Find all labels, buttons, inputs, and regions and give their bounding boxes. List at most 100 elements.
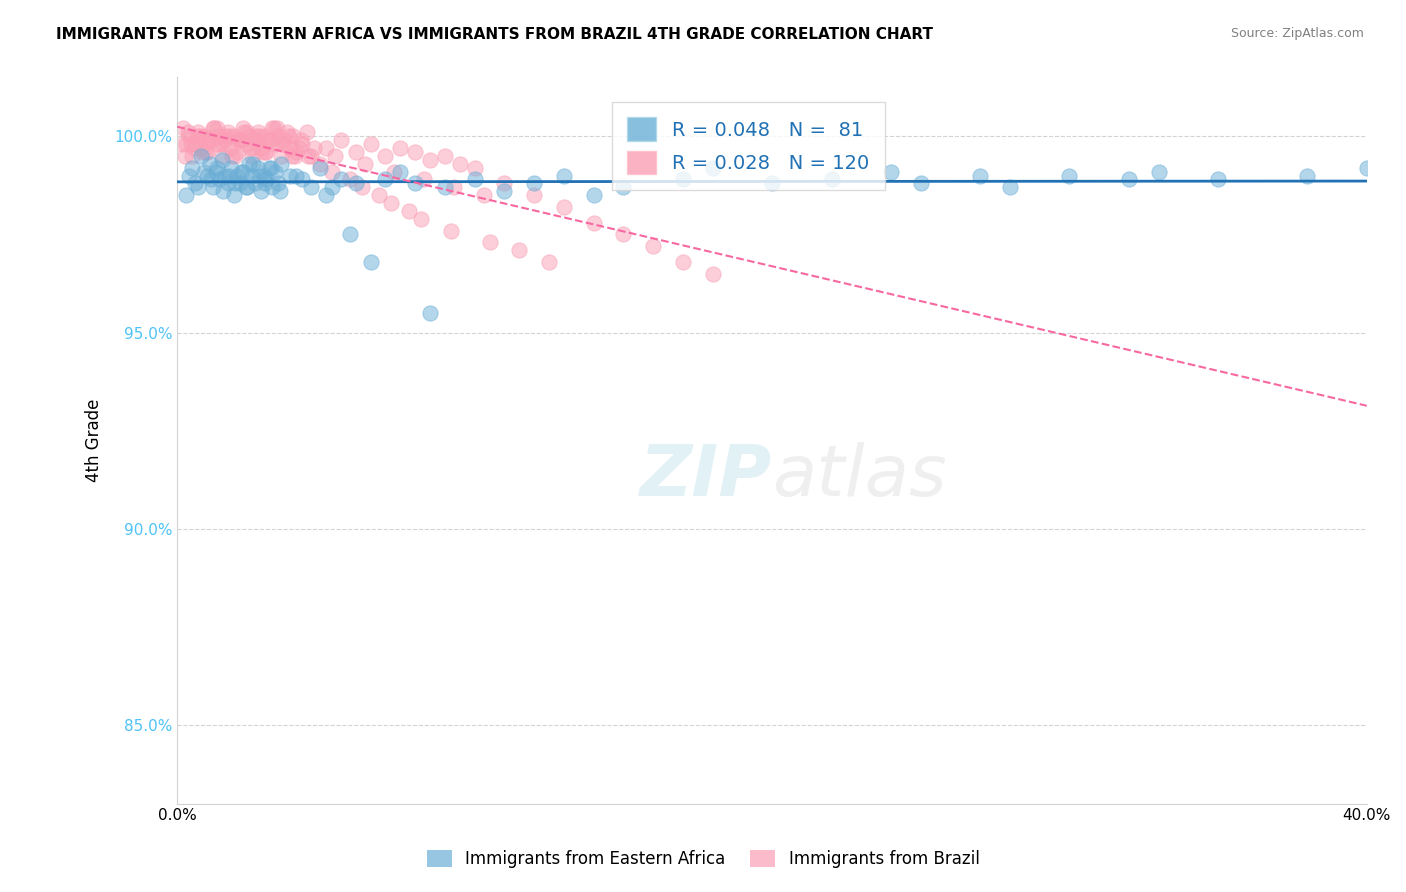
Point [344, 177, 367, 191]
Point [214, 133, 236, 147]
Point [201, 121, 224, 136]
Point [236, 125, 259, 139]
Point [1296, 169, 1319, 183]
Point [285, 145, 308, 159]
Point [173, 149, 195, 163]
Point [242, 141, 264, 155]
Point [309, 157, 332, 171]
Point [273, 133, 295, 147]
Point [260, 161, 283, 175]
Point [269, 184, 291, 198]
Point [433, 149, 456, 163]
Point [246, 161, 269, 175]
Point [291, 172, 314, 186]
Point [194, 145, 217, 159]
Point [235, 137, 257, 152]
Point [250, 145, 273, 159]
Point [219, 161, 242, 175]
Point [271, 137, 294, 152]
Point [820, 172, 842, 186]
Point [278, 169, 301, 183]
Point [243, 133, 266, 147]
Point [236, 180, 259, 194]
Point [232, 164, 254, 178]
Point [208, 172, 231, 186]
Point [193, 129, 215, 144]
Point [222, 129, 245, 144]
Point [256, 172, 278, 186]
Point [225, 145, 247, 159]
Point [172, 121, 194, 136]
Point [198, 157, 221, 171]
Point [224, 149, 246, 163]
Point [910, 177, 932, 191]
Point [537, 255, 560, 269]
Point [253, 145, 276, 159]
Point [672, 255, 695, 269]
Point [249, 184, 271, 198]
Point [226, 133, 249, 147]
Point [267, 177, 290, 191]
Point [239, 141, 262, 155]
Point [201, 180, 224, 194]
Point [240, 169, 263, 183]
Point [222, 188, 245, 202]
Point [309, 161, 332, 175]
Point [249, 141, 271, 155]
Point [229, 133, 252, 147]
Point [256, 145, 278, 159]
Point [612, 227, 634, 242]
Point [186, 129, 208, 144]
Point [262, 180, 284, 194]
Point [225, 169, 247, 183]
Point [339, 227, 361, 242]
Point [187, 125, 209, 139]
Point [464, 161, 486, 175]
Point [380, 196, 402, 211]
Point [413, 172, 436, 186]
Point [195, 169, 218, 183]
Point [187, 180, 209, 194]
Point [260, 133, 283, 147]
Point [508, 243, 530, 257]
Point [643, 239, 665, 253]
Point [582, 216, 605, 230]
Point [170, 137, 193, 152]
Point [224, 177, 246, 191]
Point [217, 125, 239, 139]
Point [246, 125, 269, 139]
Point [205, 164, 228, 178]
Point [290, 133, 312, 147]
Point [360, 137, 382, 152]
Legend: R = 0.048   N =  81, R = 0.028   N = 120: R = 0.048 N = 81, R = 0.028 N = 120 [612, 102, 884, 190]
Point [344, 145, 367, 159]
Point [449, 157, 471, 171]
Point [212, 137, 235, 152]
Point [217, 177, 239, 191]
Point [232, 121, 254, 136]
Point [188, 129, 211, 144]
Point [295, 125, 318, 139]
Point [179, 129, 201, 144]
Point [214, 169, 236, 183]
Point [374, 172, 396, 186]
Point [238, 129, 260, 144]
Point [200, 172, 222, 186]
Point [523, 188, 546, 202]
Point [195, 145, 218, 159]
Point [998, 180, 1021, 194]
Point [276, 125, 298, 139]
Point [179, 169, 201, 183]
Point [266, 121, 288, 136]
Point [302, 141, 325, 155]
Point [264, 137, 287, 152]
Point [174, 137, 197, 152]
Point [180, 137, 202, 152]
Point [1118, 172, 1140, 186]
Point [299, 149, 322, 163]
Point [761, 177, 783, 191]
Point [207, 161, 229, 175]
Point [211, 149, 233, 163]
Point [284, 149, 307, 163]
Point [443, 180, 465, 194]
